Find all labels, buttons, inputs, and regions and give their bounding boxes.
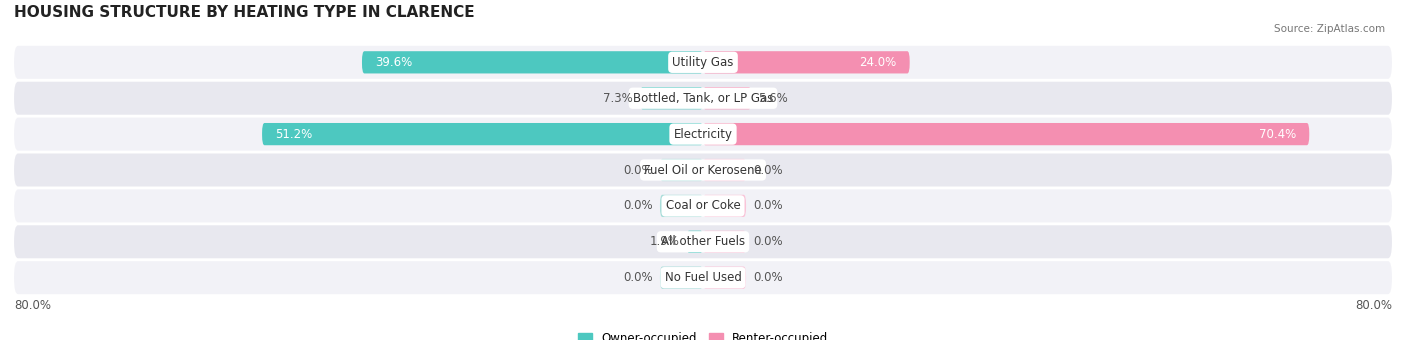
FancyBboxPatch shape [361,51,703,73]
FancyBboxPatch shape [659,195,703,217]
Text: 0.0%: 0.0% [754,199,783,212]
Text: Coal or Coke: Coal or Coke [665,199,741,212]
Text: 7.3%: 7.3% [603,92,633,105]
Text: Source: ZipAtlas.com: Source: ZipAtlas.com [1274,24,1385,34]
Text: Utility Gas: Utility Gas [672,56,734,69]
Text: 0.0%: 0.0% [623,271,652,284]
Text: 0.0%: 0.0% [754,164,783,176]
Text: Bottled, Tank, or LP Gas: Bottled, Tank, or LP Gas [633,92,773,105]
FancyBboxPatch shape [703,123,1309,145]
FancyBboxPatch shape [14,46,1392,79]
FancyBboxPatch shape [686,231,703,253]
Text: 51.2%: 51.2% [276,128,312,141]
Text: HOUSING STRUCTURE BY HEATING TYPE IN CLARENCE: HOUSING STRUCTURE BY HEATING TYPE IN CLA… [14,5,475,20]
Text: 24.0%: 24.0% [859,56,897,69]
Text: 70.4%: 70.4% [1260,128,1296,141]
FancyBboxPatch shape [703,231,747,253]
Text: Electricity: Electricity [673,128,733,141]
Legend: Owner-occupied, Renter-occupied: Owner-occupied, Renter-occupied [572,328,834,340]
FancyBboxPatch shape [659,159,703,181]
FancyBboxPatch shape [703,267,747,289]
Text: 80.0%: 80.0% [14,299,51,312]
Text: 39.6%: 39.6% [375,56,412,69]
Text: No Fuel Used: No Fuel Used [665,271,741,284]
Text: 0.0%: 0.0% [623,199,652,212]
FancyBboxPatch shape [703,51,910,73]
Text: 0.0%: 0.0% [754,271,783,284]
Text: 0.0%: 0.0% [623,164,652,176]
Text: Fuel Oil or Kerosene: Fuel Oil or Kerosene [644,164,762,176]
Text: 0.0%: 0.0% [754,235,783,248]
FancyBboxPatch shape [703,195,747,217]
FancyBboxPatch shape [14,189,1392,222]
FancyBboxPatch shape [703,87,751,109]
FancyBboxPatch shape [14,82,1392,115]
Text: 1.9%: 1.9% [650,235,679,248]
FancyBboxPatch shape [640,87,703,109]
FancyBboxPatch shape [14,225,1392,258]
FancyBboxPatch shape [14,261,1392,294]
Text: All other Fuels: All other Fuels [661,235,745,248]
FancyBboxPatch shape [14,118,1392,151]
FancyBboxPatch shape [262,123,703,145]
Text: 5.6%: 5.6% [758,92,787,105]
FancyBboxPatch shape [659,267,703,289]
FancyBboxPatch shape [703,159,747,181]
FancyBboxPatch shape [14,153,1392,187]
Text: 80.0%: 80.0% [1355,299,1392,312]
